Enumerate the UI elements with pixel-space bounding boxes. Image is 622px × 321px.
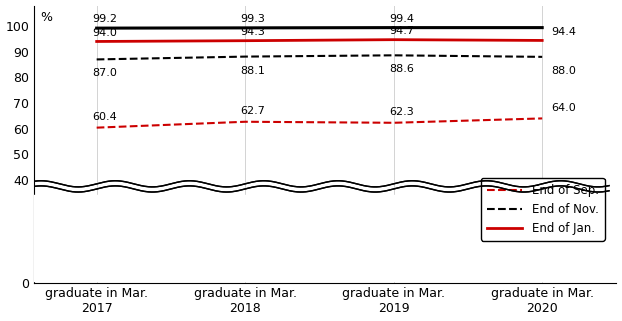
- Text: 64.0: 64.0: [551, 103, 576, 113]
- Legend: End of Sep., End of Nov., End of Jan.: End of Sep., End of Nov., End of Jan.: [481, 178, 605, 241]
- Text: 94.0: 94.0: [92, 28, 117, 38]
- Text: 62.7: 62.7: [241, 106, 266, 116]
- Text: 99.4: 99.4: [389, 14, 414, 24]
- Text: 60.4: 60.4: [92, 112, 117, 122]
- Text: 99.3: 99.3: [241, 14, 266, 24]
- Text: 99.2: 99.2: [92, 14, 117, 24]
- Text: 94.3: 94.3: [241, 27, 266, 37]
- Text: 88.1: 88.1: [241, 65, 266, 75]
- Text: 62.3: 62.3: [389, 107, 414, 117]
- Text: 88.0: 88.0: [551, 66, 576, 76]
- Text: %: %: [40, 11, 52, 24]
- Text: 94.4: 94.4: [551, 27, 576, 37]
- Text: 87.0: 87.0: [92, 68, 117, 78]
- Text: 88.6: 88.6: [389, 64, 414, 74]
- Bar: [22, 195, 622, 281]
- Text: 94.7: 94.7: [389, 26, 414, 36]
